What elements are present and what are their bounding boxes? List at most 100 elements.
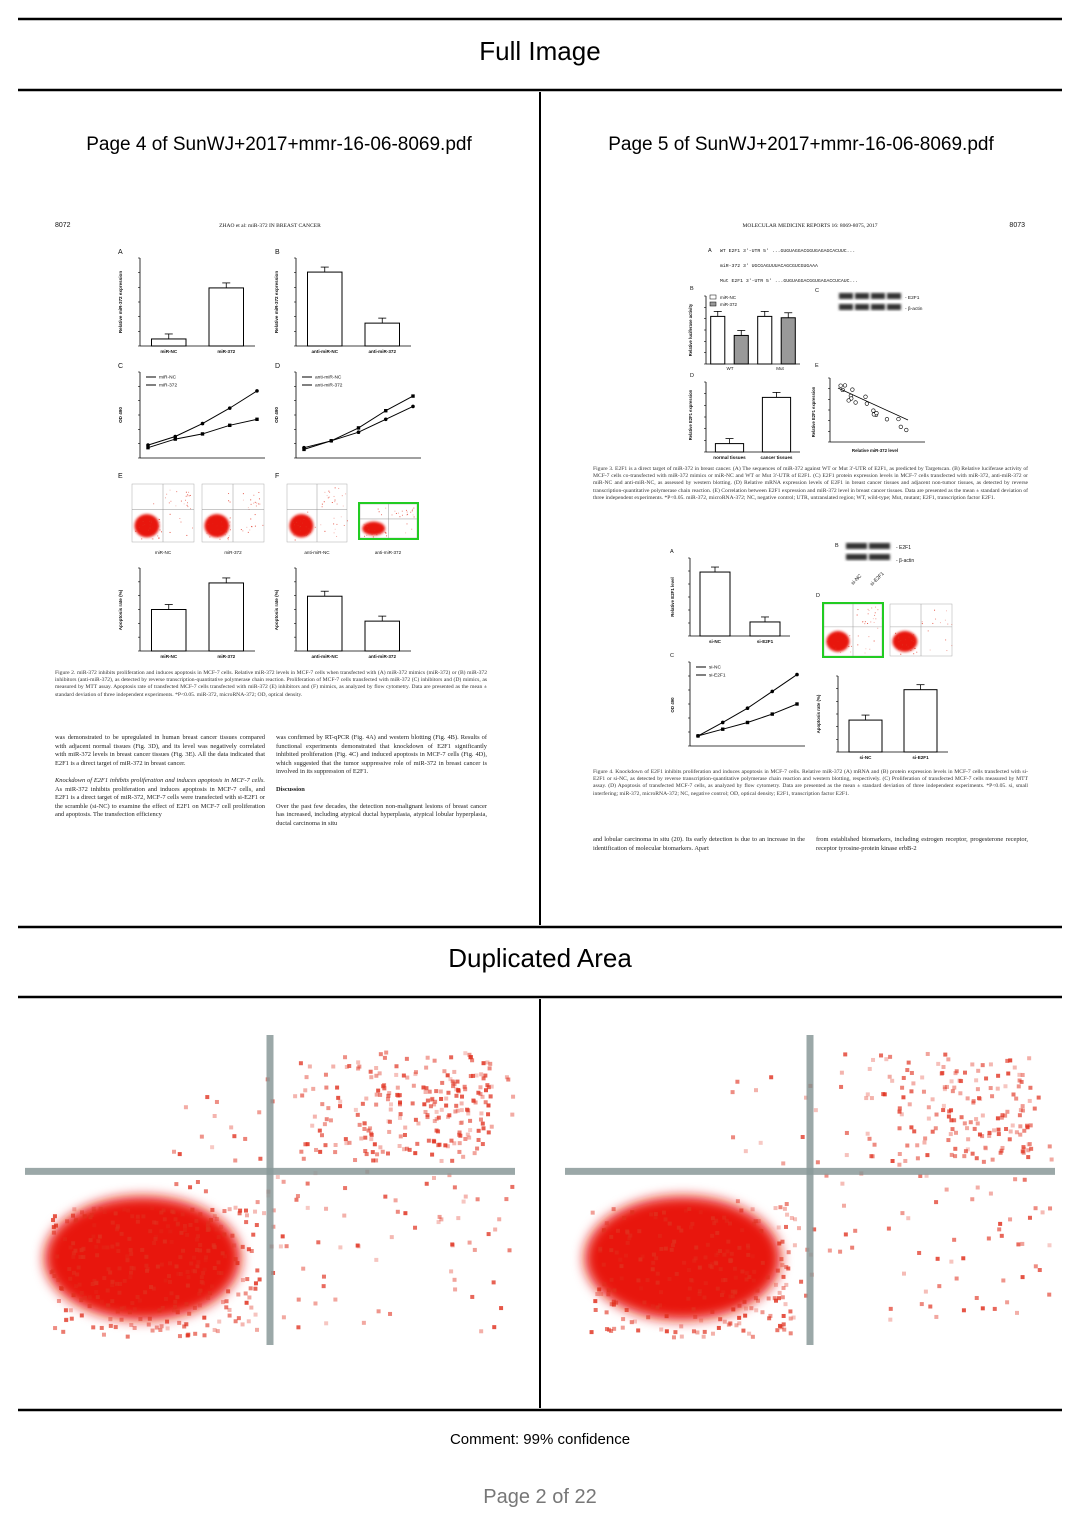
cell-dot: [185, 495, 187, 497]
cell-dot: [223, 1254, 228, 1259]
cell-dot: [424, 1181, 429, 1186]
cell-dot: [211, 517, 213, 519]
cell-dot: [655, 1305, 660, 1310]
cell-dot: [458, 1120, 463, 1125]
cell-dot: [416, 1121, 421, 1126]
cell-dot: [341, 495, 343, 497]
cell-dot: [786, 1250, 791, 1255]
cell-dot: [262, 1211, 267, 1216]
cell-dot: [654, 1256, 659, 1261]
cell-dot: [207, 1291, 212, 1296]
cell-dot: [163, 1296, 168, 1301]
cell-dot: [192, 1305, 197, 1310]
label: si-NC: [850, 573, 863, 586]
cell-dot: [243, 1208, 248, 1213]
cell-dot: [250, 503, 252, 505]
cell-dot: [255, 1327, 260, 1332]
cell-dot: [371, 1158, 376, 1163]
cell-dot: [1048, 1206, 1053, 1211]
legend-swatch: [709, 301, 717, 307]
cell-dot: [247, 531, 249, 533]
cell-dot: [250, 499, 252, 501]
cell-dot: [471, 1099, 476, 1104]
cell-dot: [958, 1091, 963, 1096]
cell-dot: [357, 1064, 362, 1069]
cell-dot: [1000, 1113, 1005, 1118]
cell-dot: [772, 1296, 777, 1301]
cell-dot: [331, 1064, 336, 1069]
cell-dot: [391, 514, 393, 516]
cell-dot: [321, 503, 323, 505]
label: Mut: [776, 366, 784, 371]
cell-dot: [467, 1135, 472, 1140]
cell-dot: [781, 1274, 786, 1279]
cell-dot: [793, 1217, 798, 1222]
cell-dot: [198, 1248, 203, 1253]
marker: [770, 689, 775, 694]
cell-dot: [486, 1103, 491, 1108]
cell-dot: [773, 1206, 778, 1211]
cell-dot: [453, 1109, 458, 1114]
label: A: [118, 249, 123, 256]
cell-dot: [411, 528, 413, 530]
cell-dot: [796, 1226, 801, 1231]
cell-dot: [411, 510, 413, 512]
label: D: [690, 373, 694, 379]
cell-dot: [601, 1228, 606, 1233]
cell-dot: [737, 1321, 742, 1326]
cell-dot: [336, 535, 338, 537]
cell-dot: [744, 1271, 749, 1276]
comment: Comment: 99% confidence: [449, 1431, 631, 1448]
cell-dot: [415, 1141, 420, 1146]
label: Relative luciferase activity: [688, 303, 693, 356]
cell-dot: [196, 1234, 201, 1239]
page-title: Page 5 of SunWJ+2017+mmr-16-06-8069.pdf: [608, 134, 994, 155]
cell-dot: [962, 1121, 967, 1126]
cell-dot: [324, 530, 326, 532]
cell-dot: [1027, 1215, 1032, 1220]
cell-dot: [309, 531, 311, 533]
cell-dot: [197, 1303, 202, 1308]
cell-dot: [159, 1210, 164, 1215]
cell-dot: [590, 1210, 595, 1215]
cell-dot: [766, 1296, 771, 1301]
cell-dot: [398, 1134, 403, 1139]
cell-dot: [176, 1271, 181, 1276]
cell-dot: [372, 1142, 377, 1147]
cell-dot: [450, 1243, 455, 1248]
cell-dot: [1020, 1072, 1025, 1077]
cell-dot: [650, 1304, 655, 1309]
cell-dot: [597, 1287, 602, 1292]
cell-dot: [980, 1063, 985, 1068]
cell-dot: [338, 1099, 343, 1104]
cell-dot: [257, 1277, 262, 1282]
cell-dot: [947, 623, 949, 625]
cell-dot: [481, 1076, 486, 1081]
cell-dot: [323, 1072, 328, 1077]
cell-dot: [148, 1229, 153, 1234]
cell-dot: [913, 638, 915, 640]
cell-dot: [483, 1073, 488, 1078]
cell-dot: [378, 511, 380, 513]
cell-dot: [321, 1274, 326, 1279]
point-image: [850, 387, 855, 392]
cell-dot: [457, 1130, 462, 1135]
cell-dot: [987, 1133, 992, 1138]
cell-dot: [959, 1115, 964, 1120]
cell-dot: [901, 647, 903, 649]
cell-dot: [714, 1218, 719, 1223]
cell-dot: [777, 1241, 782, 1246]
cell-dot: [59, 1286, 64, 1291]
cell-dot: [399, 516, 401, 518]
label: anti-miR-372: [368, 654, 396, 659]
cell-dot: [335, 1085, 340, 1090]
cell-dot: [651, 1260, 656, 1265]
cell-dot: [209, 536, 211, 538]
cell-dot: [220, 531, 222, 533]
cell-dot: [185, 1232, 190, 1237]
cell-dot: [609, 1302, 614, 1307]
cell-dot: [975, 1121, 980, 1126]
cell-dot: [162, 1217, 167, 1222]
footer: Page 2 of 22: [483, 1486, 597, 1508]
label: 8073: [1009, 222, 1025, 229]
